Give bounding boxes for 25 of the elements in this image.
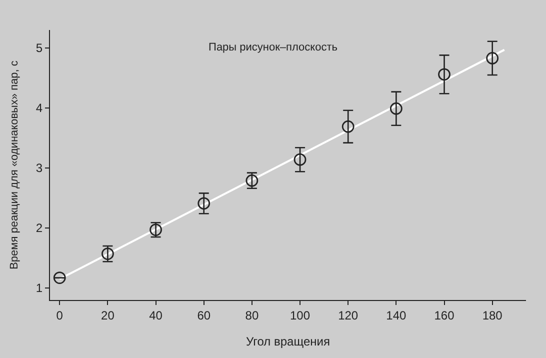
text: Пары рисунок–плоскость — [208, 42, 338, 54]
point — [53, 272, 66, 284]
x-tick-label: 100 — [290, 308, 310, 322]
y-tick-label: 3 — [36, 161, 43, 176]
y-tick-label: 2 — [36, 221, 43, 236]
point — [390, 102, 402, 115]
x-tick-label: 80 — [245, 308, 259, 322]
x-tick-label: 0 — [56, 308, 64, 322]
point — [342, 120, 354, 133]
x-tick-label: 40 — [149, 308, 163, 322]
x-tick-label: 20 — [101, 308, 115, 322]
x-tick-label: 160 — [434, 308, 455, 322]
x-tick-label: 180 — [482, 308, 503, 322]
x-axis-title: Угол вращения — [246, 334, 330, 348]
x-tick-label: 140 — [386, 308, 407, 322]
point — [486, 52, 499, 64]
x-tick-label: 120 — [338, 308, 358, 322]
point — [294, 153, 306, 166]
y-tick-label: 5 — [36, 41, 43, 56]
x-tick-label: 60 — [197, 308, 211, 322]
y-axis-title: Время реакции для «одинаковых» пар, с — [8, 60, 21, 270]
y-tick-label: 4 — [36, 101, 43, 116]
point — [438, 68, 450, 81]
point — [198, 197, 210, 210]
y-tick-label: 1 — [36, 281, 43, 296]
